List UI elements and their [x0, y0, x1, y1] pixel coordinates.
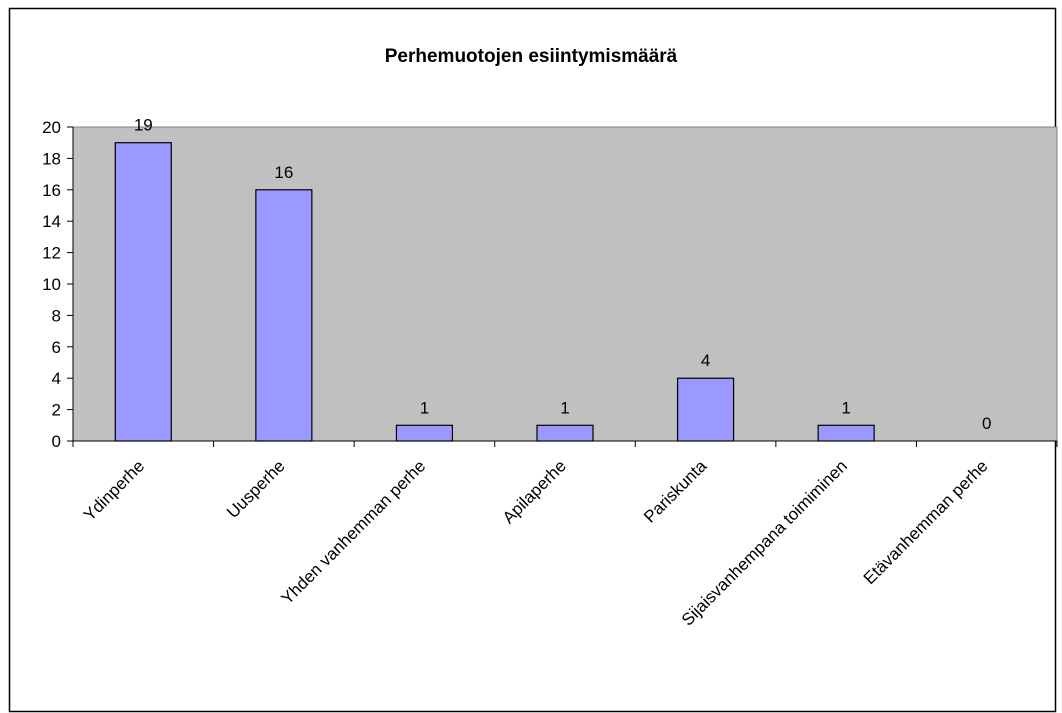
value-label: 19: [134, 116, 153, 135]
y-tick-label: 0: [52, 432, 61, 451]
y-tick-label: 16: [42, 181, 61, 200]
value-label: 0: [982, 414, 991, 433]
value-label: 1: [560, 398, 569, 417]
value-label: 1: [841, 398, 850, 417]
y-tick-label: 20: [42, 118, 61, 137]
bar: [114, 142, 172, 442]
y-tick-label: 8: [52, 306, 61, 325]
y-tick-label: 2: [52, 401, 61, 420]
y-tick-label: 18: [42, 149, 61, 168]
bar: [536, 424, 594, 442]
y-tick-label: 6: [52, 338, 61, 357]
bar: [255, 189, 313, 442]
bar: [676, 377, 735, 442]
bar: [395, 424, 454, 442]
y-tick-label: 4: [52, 369, 61, 388]
bar: [817, 424, 875, 442]
value-label: 16: [274, 163, 293, 182]
y-tick-label: 10: [42, 275, 61, 294]
plot-area: [72, 126, 1058, 442]
value-label: 1: [420, 398, 429, 417]
y-tick-label: 14: [42, 212, 61, 231]
chart-title: Perhemuotojen esiintymismäärä: [385, 46, 678, 67]
value-label: 4: [701, 351, 710, 370]
y-tick-label: 12: [42, 244, 61, 263]
